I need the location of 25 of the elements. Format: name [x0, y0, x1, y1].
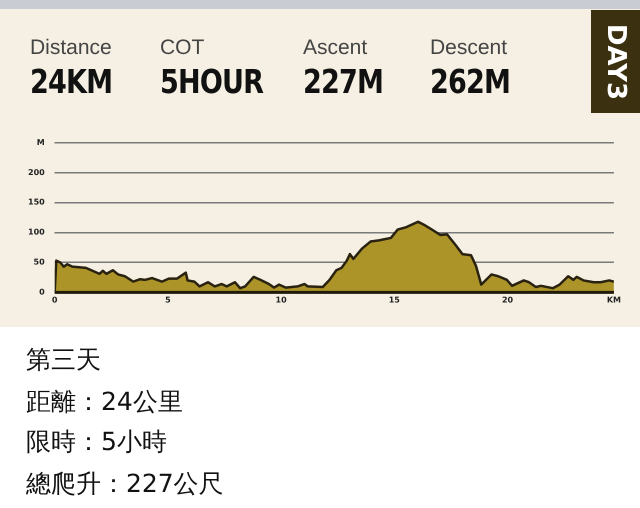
text: 5HOUR — [160, 62, 264, 101]
text: 24KM — [30, 62, 112, 101]
x-tick-label: 15 — [388, 295, 400, 304]
y-tick-label: M — [36, 138, 45, 147]
text: 距離：24公里 — [26, 386, 183, 418]
text: Distance — [30, 36, 112, 60]
y-tick-label: 200 — [28, 168, 46, 177]
text: Descent — [430, 36, 508, 60]
x-tick-label: 0 — [52, 295, 58, 304]
x-tick-label: 10 — [276, 295, 288, 304]
x-tick-label: 20 — [502, 295, 514, 304]
text: 限時：5小時 — [26, 426, 167, 458]
text: COT — [160, 36, 204, 60]
y-tick-label: 50 — [34, 258, 46, 267]
y-tick-label: 150 — [28, 198, 46, 207]
text: 227M — [303, 62, 384, 101]
text: Ascent — [303, 36, 368, 60]
text: 總爬升：227公尺 — [26, 468, 224, 500]
x-tick-label: KM — [606, 295, 622, 304]
text: 262M — [430, 62, 510, 101]
text: 第三天 — [26, 344, 101, 376]
y-tick-label: 0 — [39, 287, 46, 296]
y-tick-label: 100 — [28, 228, 46, 237]
text: DAY3 — [600, 23, 630, 100]
x-tick-label: 5 — [165, 295, 172, 304]
